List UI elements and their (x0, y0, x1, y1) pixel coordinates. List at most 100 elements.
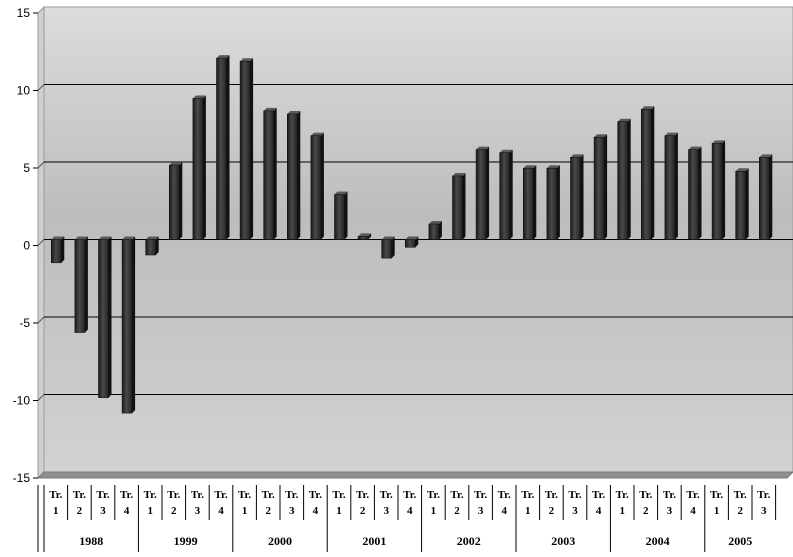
bar (522, 165, 537, 240)
bar-side (368, 233, 372, 240)
bar (640, 106, 655, 240)
bar-front (334, 194, 345, 240)
bar-front (74, 239, 86, 333)
bar-front (50, 239, 62, 264)
bar-top (358, 233, 372, 237)
bar-side (132, 236, 136, 414)
bar-top (122, 236, 136, 240)
x-tick-label-quarter: 1 (53, 505, 59, 517)
x-year-label: 2003 (551, 534, 575, 548)
bar-side (462, 172, 466, 240)
x-tick-label-quarter: 3 (383, 505, 389, 517)
bar (74, 236, 88, 333)
bar-front (664, 135, 676, 240)
bar-top (594, 134, 608, 138)
y-tick-label: -5 (19, 316, 30, 330)
bar-side (580, 154, 584, 240)
bar (475, 146, 490, 240)
bar-side (745, 168, 749, 240)
bar-side (604, 134, 608, 240)
bar (404, 236, 419, 248)
bar (711, 140, 726, 240)
bar (428, 221, 442, 240)
x-tick-label-quarter: 2 (265, 505, 271, 517)
bar-side (415, 236, 419, 248)
bar-side (84, 236, 88, 333)
bar-side (627, 118, 631, 240)
bar (121, 236, 136, 414)
x-tick-label-prefix: Tr. (545, 489, 558, 501)
bar (192, 95, 206, 240)
bar-front (145, 239, 156, 256)
bar-top (546, 165, 560, 169)
x-tick-label-prefix: Tr. (96, 489, 109, 501)
x-tick-label-prefix: Tr. (686, 489, 699, 501)
bar-front (688, 149, 699, 240)
bar-front (286, 113, 298, 240)
x-tick-label-prefix: Tr. (238, 489, 251, 501)
bar-side (486, 146, 490, 240)
x-tick-label-quarter: 2 (737, 505, 743, 517)
bar-front (546, 167, 558, 240)
bar-front (428, 223, 440, 240)
bar-front (381, 239, 393, 259)
bar-front (121, 239, 133, 414)
bar-side (674, 132, 678, 240)
bar (145, 236, 159, 256)
bar-front (570, 157, 581, 240)
bar-front (357, 236, 369, 240)
bar-top (287, 110, 301, 114)
bar-side (61, 236, 65, 263)
x-tick-label-quarter: 3 (100, 505, 106, 517)
x-tick-label-quarter: 4 (124, 505, 130, 517)
x-tick-label-quarter: 2 (454, 505, 460, 517)
bar-side (391, 236, 395, 259)
x-tick-label-prefix: Tr. (734, 489, 747, 501)
x-tick-label-quarter: 1 (147, 505, 153, 517)
x-year-label: 1988 (79, 534, 103, 548)
bar-front (758, 157, 770, 240)
x-tick-label-prefix: Tr. (285, 489, 298, 501)
bar-side (320, 132, 324, 240)
bar-top (51, 236, 65, 240)
bar (593, 134, 608, 240)
bar (310, 132, 324, 240)
x-tick-label-prefix: Tr. (262, 489, 275, 501)
bar-top (240, 58, 254, 62)
bar-side (250, 58, 254, 240)
bar-top (334, 191, 348, 195)
bar-front (192, 98, 204, 240)
x-tick-label-prefix: Tr. (474, 489, 487, 501)
x-tick-label-quarter: 1 (619, 505, 625, 517)
x-tick-label-prefix: Tr. (568, 489, 581, 501)
bar-top (570, 154, 584, 158)
x-year-label: 2001 (362, 534, 386, 548)
x-tick-label-prefix: Tr. (403, 489, 416, 501)
bar-top (98, 236, 112, 240)
x-tick-label-quarter: 4 (501, 505, 507, 517)
bar (286, 110, 301, 240)
x-tick-label-prefix: Tr. (49, 489, 62, 501)
x-tick-label-prefix: Tr. (191, 489, 204, 501)
y-tick-label: 0 (23, 239, 30, 253)
x-tick-label-quarter: 2 (643, 505, 649, 517)
bar-front (475, 149, 487, 240)
bar (758, 154, 773, 240)
bar (239, 58, 254, 240)
bar (570, 154, 584, 240)
x-tick-label-quarter: 4 (313, 505, 319, 517)
bar-side (722, 140, 726, 240)
x-tick-label-quarter: 1 (336, 505, 342, 517)
x-tick-label-quarter: 4 (407, 505, 413, 517)
x-tick-label-prefix: Tr. (144, 489, 157, 501)
bar-side (651, 106, 655, 240)
bar (357, 233, 372, 240)
bar (688, 146, 702, 240)
gridline-side (37, 161, 45, 169)
x-tick-label-prefix: Tr. (592, 489, 605, 501)
bar-top (192, 95, 206, 99)
bar (334, 191, 348, 240)
bar-side (533, 165, 537, 240)
x-tick-label-prefix: Tr. (616, 489, 629, 501)
x-tick-label-prefix: Tr. (639, 489, 652, 501)
